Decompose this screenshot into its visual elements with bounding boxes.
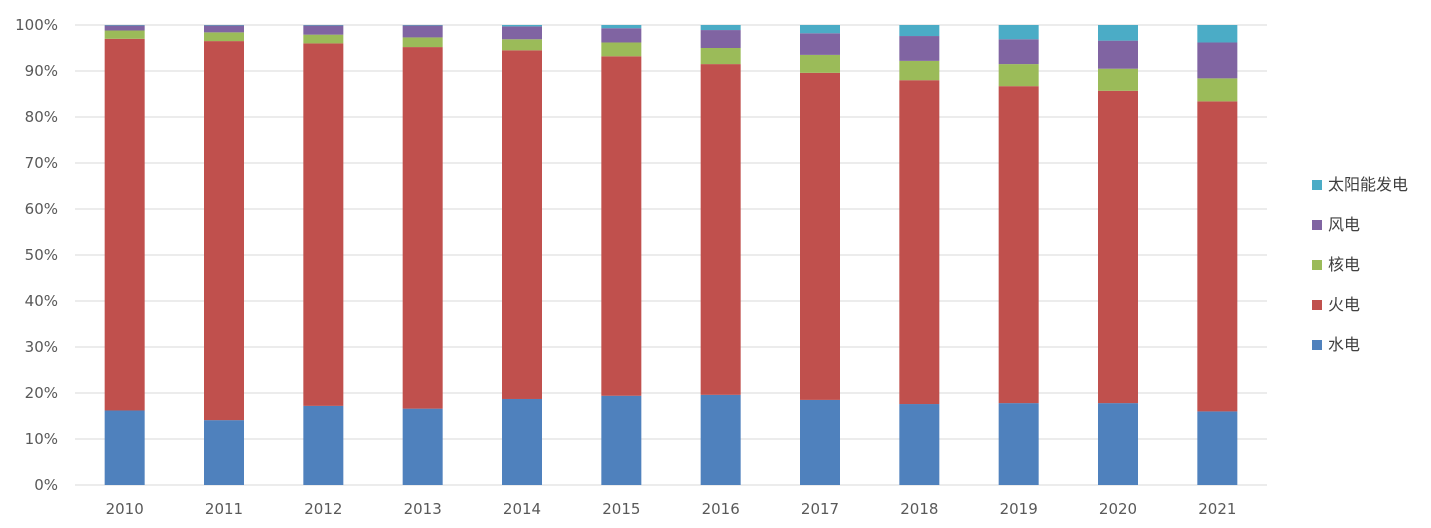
x-tick-label: 2019 — [1000, 500, 1038, 518]
legend-swatch — [1312, 300, 1322, 310]
bars — [104, 25, 1238, 485]
x-tick-label: 2016 — [702, 500, 740, 518]
x-tick-label: 2018 — [900, 500, 938, 518]
y-tick-label: 90% — [25, 62, 58, 80]
x-tick-label: 2014 — [503, 500, 541, 518]
x-tick-label: 2015 — [602, 500, 640, 518]
bar-segment-2015-4 — [601, 25, 642, 29]
bar-segment-2018-1 — [899, 80, 940, 405]
bar-segment-2014-1 — [502, 50, 542, 399]
bar-segment-2020-2 — [1098, 68, 1138, 91]
bar-segment-2019-2 — [998, 64, 1039, 87]
bar-segment-2021-2 — [1197, 78, 1238, 102]
bar-segment-2011-1 — [204, 41, 244, 421]
x-tick-label: 2011 — [205, 500, 243, 518]
x-tick-label: 2010 — [106, 500, 144, 518]
bar-segment-2016-4 — [700, 25, 741, 31]
gridlines — [75, 24, 1267, 486]
bar-segment-2014-2 — [502, 39, 542, 51]
bar-segment-2010-3 — [104, 25, 145, 31]
y-tick-label: 40% — [25, 292, 58, 310]
bar-segment-2018-4 — [899, 25, 940, 37]
legend-swatch — [1312, 260, 1322, 270]
bar-segment-2012-2 — [303, 34, 344, 44]
bar-segment-2014-3 — [502, 26, 542, 40]
x-tick-label: 2017 — [801, 500, 839, 518]
bar-segment-2020-0 — [1098, 403, 1138, 485]
bar-segment-2017-3 — [800, 33, 840, 55]
y-tick-label: 60% — [25, 200, 58, 218]
bar-segment-2020-3 — [1098, 40, 1138, 69]
legend-label: 太阳能发电 — [1328, 175, 1408, 194]
y-tick-label: 70% — [25, 154, 58, 172]
bar-segment-2019-1 — [998, 86, 1039, 404]
x-tick-label: 2021 — [1198, 500, 1236, 518]
bar-segment-2011-3 — [204, 25, 244, 33]
y-tick-label: 0% — [34, 476, 58, 494]
y-tick-label: 50% — [25, 246, 58, 264]
bar-segment-2017-0 — [800, 399, 840, 485]
bar-segment-2016-1 — [700, 64, 741, 395]
bar-segment-2013-0 — [402, 408, 443, 485]
bar-segment-2010-0 — [104, 410, 145, 485]
bar-segment-2012-1 — [303, 43, 344, 406]
bar-segment-2020-4 — [1098, 25, 1138, 41]
bar-segment-2021-1 — [1197, 101, 1238, 412]
y-tick-label: 80% — [25, 108, 58, 126]
bar-segment-2013-3 — [402, 25, 443, 38]
bar-segment-2011-0 — [204, 420, 244, 485]
legend-label: 核电 — [1328, 255, 1360, 274]
bar-segment-2015-1 — [601, 56, 642, 396]
bar-segment-2018-3 — [899, 36, 940, 61]
bar-segment-2017-1 — [800, 72, 840, 400]
bar-segment-2014-0 — [502, 398, 542, 485]
x-tick-label: 2013 — [404, 500, 442, 518]
bar-segment-2018-0 — [899, 404, 940, 485]
legend-swatch — [1312, 340, 1322, 350]
x-axis-ticks: 2010 2011 2012 2013 2014 2015 2016 2017 2018 2019… — [106, 500, 1237, 518]
bar-segment-2018-2 — [899, 60, 940, 81]
bar-segment-2020-1 — [1098, 90, 1138, 404]
bar-segment-2013-1 — [402, 47, 443, 409]
bar-segment-2017-2 — [800, 54, 840, 73]
bar-segment-2013-2 — [402, 37, 443, 48]
legend-label: 水电 — [1328, 335, 1360, 354]
x-tick-label: 2020 — [1099, 500, 1137, 518]
bar-segment-2021-4 — [1197, 25, 1238, 43]
bar-segment-2015-2 — [601, 42, 642, 57]
x-tick-label: 2012 — [304, 500, 342, 518]
legend-label: 火电 — [1328, 295, 1360, 314]
bar-segment-2019-4 — [998, 25, 1039, 40]
bar-segment-2019-0 — [998, 403, 1039, 485]
y-tick-label: 30% — [25, 338, 58, 356]
bar-segment-2014-4 — [502, 25, 542, 27]
y-axis-ticks: 0% 10% 20% 30% 40% 50% 60% 70% 80% 90% 100% — [15, 16, 58, 494]
bar-segment-2017-4 — [800, 25, 840, 34]
bar-segment-2010-2 — [104, 30, 145, 39]
legend-swatch — [1312, 220, 1322, 230]
bar-segment-2016-3 — [700, 30, 741, 48]
bar-segment-2011-2 — [204, 32, 244, 42]
bar-segment-2021-3 — [1197, 42, 1238, 79]
bar-segment-2016-2 — [700, 48, 741, 65]
legend-label: 风电 — [1328, 215, 1360, 234]
bar-segment-2015-0 — [601, 395, 642, 485]
bar-segment-2010-1 — [104, 38, 145, 411]
bar-segment-2019-3 — [998, 39, 1039, 65]
y-tick-label: 10% — [25, 430, 58, 448]
bar-segment-2021-0 — [1197, 411, 1238, 485]
bar-segment-2016-0 — [700, 394, 741, 485]
bar-segment-2012-0 — [303, 405, 344, 485]
y-tick-label: 100% — [15, 16, 58, 34]
bar-segment-2012-3 — [303, 25, 344, 35]
bar-segment-2015-3 — [601, 28, 642, 43]
y-tick-label: 20% — [25, 384, 58, 402]
legend-swatch — [1312, 180, 1322, 190]
